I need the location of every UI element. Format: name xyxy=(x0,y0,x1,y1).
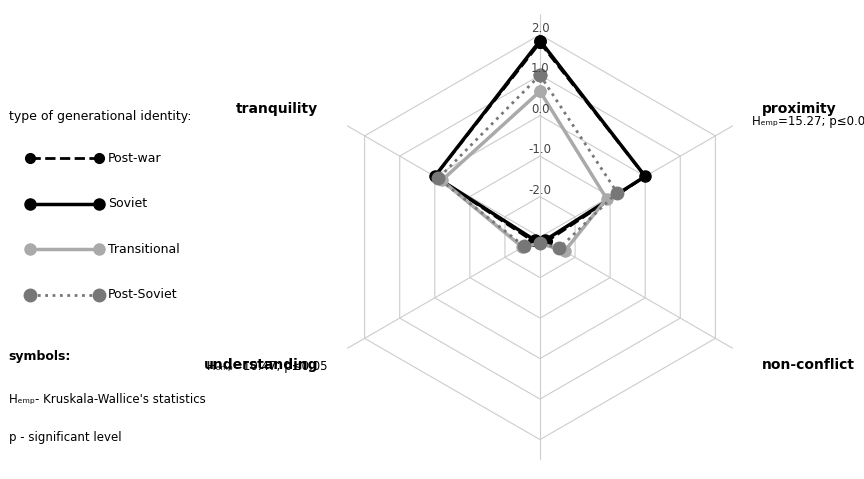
Text: Hₑₘₚ=15.27; p≤0.01: Hₑₘₚ=15.27; p≤0.01 xyxy=(753,114,864,127)
Text: 1.0: 1.0 xyxy=(530,62,550,75)
Text: Transitional: Transitional xyxy=(108,242,180,256)
Text: symbols:: symbols: xyxy=(9,350,71,363)
Text: 2.0: 2.0 xyxy=(530,22,550,34)
Text: tranquility: tranquility xyxy=(236,102,318,116)
Text: p - significant level: p - significant level xyxy=(9,431,121,444)
Text: Hₑₘₚ=10.47; p≤0.05: Hₑₘₚ=10.47; p≤0.05 xyxy=(207,360,327,373)
Text: proximity: proximity xyxy=(762,102,836,116)
Text: -1.0: -1.0 xyxy=(529,143,551,156)
Text: Soviet: Soviet xyxy=(108,197,147,210)
Text: non-conflict: non-conflict xyxy=(762,358,854,372)
Text: type of generational identity:: type of generational identity: xyxy=(9,110,191,123)
Text: 0.0: 0.0 xyxy=(530,103,550,115)
Text: Hₑₘₚ- Kruskala-Wallice's statistics: Hₑₘₚ- Kruskala-Wallice's statistics xyxy=(9,393,206,406)
Text: Post-Soviet: Post-Soviet xyxy=(108,288,178,301)
Text: Post-war: Post-war xyxy=(108,151,162,165)
Text: understanding: understanding xyxy=(204,358,318,372)
Text: -2.0: -2.0 xyxy=(529,183,551,196)
